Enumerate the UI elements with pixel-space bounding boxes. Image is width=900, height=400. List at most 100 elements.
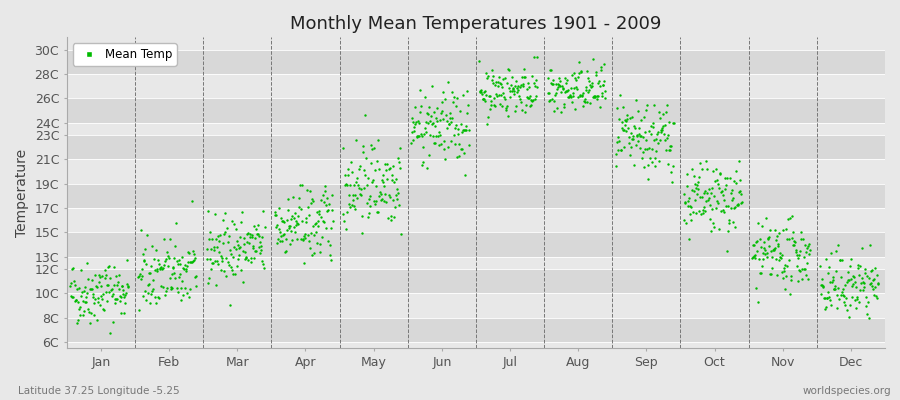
Point: [352, 166, 366, 172]
Point: [79, 299, 94, 305]
Point: [789, 252, 804, 258]
Point: [356, 185, 371, 191]
Point: [644, 131, 658, 138]
Point: [634, 144, 648, 151]
Point: [573, 69, 588, 76]
Point: [254, 246, 268, 253]
Point: [567, 85, 581, 91]
Point: [635, 134, 650, 140]
Point: [445, 138, 459, 144]
Point: [639, 137, 653, 144]
Point: [353, 191, 367, 198]
Point: [706, 224, 721, 230]
Point: [298, 235, 312, 242]
Point: [274, 238, 289, 244]
Point: [587, 92, 601, 99]
Point: [543, 96, 557, 103]
Point: [760, 235, 775, 242]
Point: [570, 86, 584, 92]
Point: [248, 248, 263, 254]
Point: [802, 250, 816, 257]
Point: [760, 254, 774, 260]
Point: [510, 89, 525, 95]
Point: [487, 94, 501, 101]
Point: [253, 239, 267, 245]
Point: [350, 175, 365, 181]
Point: [834, 257, 849, 263]
Point: [360, 200, 374, 206]
Point: [370, 158, 384, 164]
Point: [447, 132, 462, 139]
Point: [565, 90, 580, 96]
Point: [698, 190, 712, 196]
Point: [139, 246, 153, 252]
Point: [847, 274, 861, 280]
Point: [80, 260, 94, 266]
Point: [386, 197, 400, 204]
Point: [117, 309, 131, 316]
Point: [176, 254, 190, 260]
Point: [554, 83, 569, 89]
Point: [770, 233, 784, 240]
Point: [364, 142, 378, 148]
Point: [554, 108, 569, 115]
Point: [131, 273, 146, 280]
Point: [860, 299, 875, 305]
Point: [160, 285, 175, 292]
Point: [716, 208, 731, 215]
Point: [544, 96, 559, 102]
Point: [290, 236, 304, 242]
Point: [277, 218, 292, 225]
Point: [105, 319, 120, 326]
Point: [797, 242, 812, 248]
Point: [174, 285, 188, 291]
Point: [108, 300, 122, 307]
Point: [698, 198, 713, 204]
Point: [238, 249, 252, 255]
Point: [690, 182, 705, 188]
Point: [438, 96, 453, 102]
Point: [72, 306, 86, 312]
Point: [425, 121, 439, 127]
Point: [92, 279, 106, 285]
Point: [641, 162, 655, 169]
Point: [94, 283, 109, 290]
Point: [424, 113, 438, 119]
Point: [486, 79, 500, 86]
Point: [770, 242, 785, 249]
Point: [641, 176, 655, 182]
Point: [870, 280, 885, 286]
Point: [562, 86, 576, 93]
Point: [359, 182, 374, 188]
Point: [763, 271, 778, 277]
Point: [187, 256, 202, 263]
Point: [239, 255, 254, 262]
Point: [247, 223, 261, 229]
Point: [206, 260, 220, 266]
Point: [511, 82, 526, 89]
Text: worldspecies.org: worldspecies.org: [803, 386, 891, 396]
Point: [338, 172, 352, 178]
Point: [659, 147, 673, 153]
Point: [67, 265, 81, 272]
Point: [89, 283, 104, 290]
Bar: [67, 294, 885, 318]
Point: [545, 81, 560, 88]
Point: [704, 190, 718, 196]
Point: [76, 288, 91, 294]
Point: [483, 106, 498, 112]
Point: [364, 179, 379, 185]
Point: [779, 236, 794, 242]
Point: [715, 187, 729, 194]
Point: [166, 265, 181, 271]
Point: [337, 211, 351, 217]
Point: [238, 254, 253, 260]
Point: [320, 195, 335, 201]
Point: [837, 299, 851, 305]
Point: [702, 186, 716, 192]
Point: [558, 88, 572, 95]
Point: [515, 107, 529, 114]
Point: [236, 248, 250, 254]
Point: [272, 226, 286, 232]
Point: [69, 297, 84, 304]
